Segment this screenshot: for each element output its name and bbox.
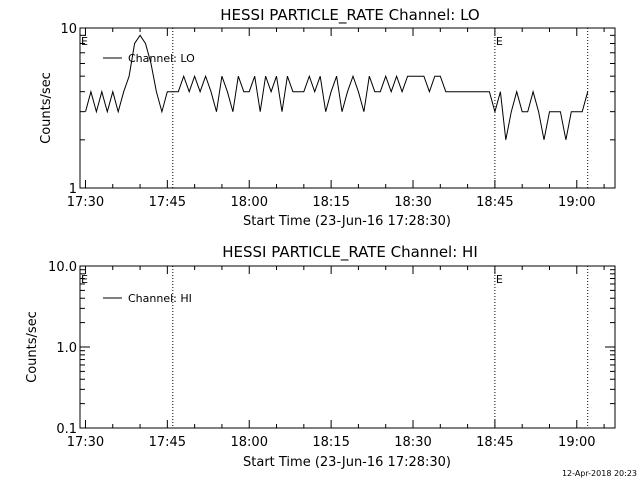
y-tick-label: 10.0 <box>48 260 77 275</box>
plot-frame <box>79 27 616 189</box>
vertical-markers <box>172 266 589 428</box>
event-marker-label: E <box>81 35 88 48</box>
panel-title: HESSI PARTICLE_RATE Channel: LO <box>220 6 479 25</box>
series-lines <box>85 34 589 140</box>
y-axis-label: Counts/sec <box>25 311 40 383</box>
y-tick-label: 1.0 <box>56 341 77 356</box>
plot-frame <box>79 265 616 429</box>
legend: Channel: LO <box>103 52 195 65</box>
x-axis-label: Start Time (23-Jun-16 17:28:30) <box>243 214 451 229</box>
x-tick-label: 18:15 <box>312 435 349 450</box>
x-tick-label: 17:30 <box>67 435 104 450</box>
event-marker-label: E <box>496 273 503 286</box>
x-tick-label: 18:45 <box>476 195 513 210</box>
x-tick-label: 17:45 <box>149 435 186 450</box>
lo-channel-panel: HESSI PARTICLE_RATE Channel: LO 17:30 17:… <box>39 6 616 229</box>
footer-timestamp: 12-Apr-2018 20:23 <box>562 469 637 478</box>
x-tick-label: 18:15 <box>312 195 349 210</box>
legend-entry: Channel: LO <box>128 52 195 65</box>
y-axis-label: Counts/sec <box>39 72 54 144</box>
x-tick-label: 19:00 <box>558 195 595 210</box>
y-tick-label: 10 <box>60 22 77 37</box>
x-tick-label: 18:00 <box>231 195 268 210</box>
x-tick-label: 18:30 <box>394 435 431 450</box>
x-tick-label: 18:00 <box>231 435 268 450</box>
x-tick-label: 17:45 <box>149 195 186 210</box>
y-tick-label: 0.1 <box>56 422 77 437</box>
y-tick-label: 1 <box>69 182 77 197</box>
event-marker-label: E <box>81 273 88 286</box>
legend: Channel: HI <box>103 292 192 305</box>
vertical-markers <box>172 28 589 188</box>
axis-ticks: 17:30 17:45 18:00 18:15 18:30 18:45 19:00 1 10 <box>60 22 615 210</box>
axis-ticks: 17:30 17:45 18:00 18:15 18:30 18:45 19:00 0.1 1.… <box>48 260 615 450</box>
panel-title: HESSI PARTICLE_RATE Channel: HI <box>222 243 478 262</box>
x-tick-label: 19:00 <box>558 435 595 450</box>
x-tick-label: 18:45 <box>476 435 513 450</box>
x-tick-label: 18:30 <box>394 195 431 210</box>
series-line <box>85 34 589 140</box>
legend-entry: Channel: HI <box>128 292 192 305</box>
x-axis-label: Start Time (23-Jun-16 17:28:30) <box>243 455 451 470</box>
event-marker-label: E <box>496 35 503 48</box>
hi-channel-panel: HESSI PARTICLE_RATE Channel: HI 17:30 17:… <box>25 243 616 470</box>
x-tick-label: 17:30 <box>67 195 104 210</box>
